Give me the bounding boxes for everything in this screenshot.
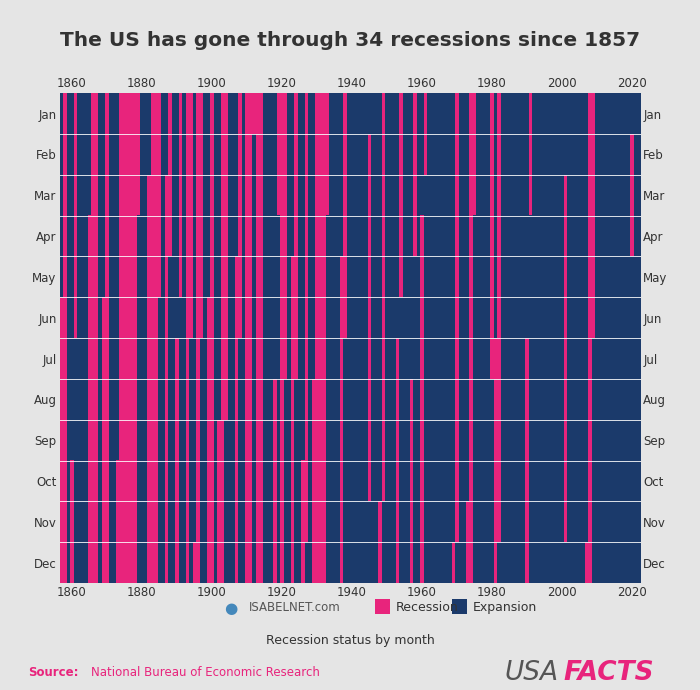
Text: The US has gone through 34 recessions since 1857: The US has gone through 34 recessions si… [60, 31, 640, 50]
Text: USA: USA [504, 660, 558, 686]
Text: Expansion: Expansion [473, 601, 537, 613]
Text: ISABELNET.com: ISABELNET.com [248, 601, 340, 613]
Text: Recession: Recession [395, 601, 458, 613]
Text: Source:: Source: [28, 667, 78, 679]
Text: FACTS: FACTS [564, 660, 654, 686]
Text: ●: ● [225, 601, 237, 616]
Text: Recession status by month: Recession status by month [265, 634, 435, 647]
Text: National Bureau of Economic Research: National Bureau of Economic Research [91, 667, 320, 679]
